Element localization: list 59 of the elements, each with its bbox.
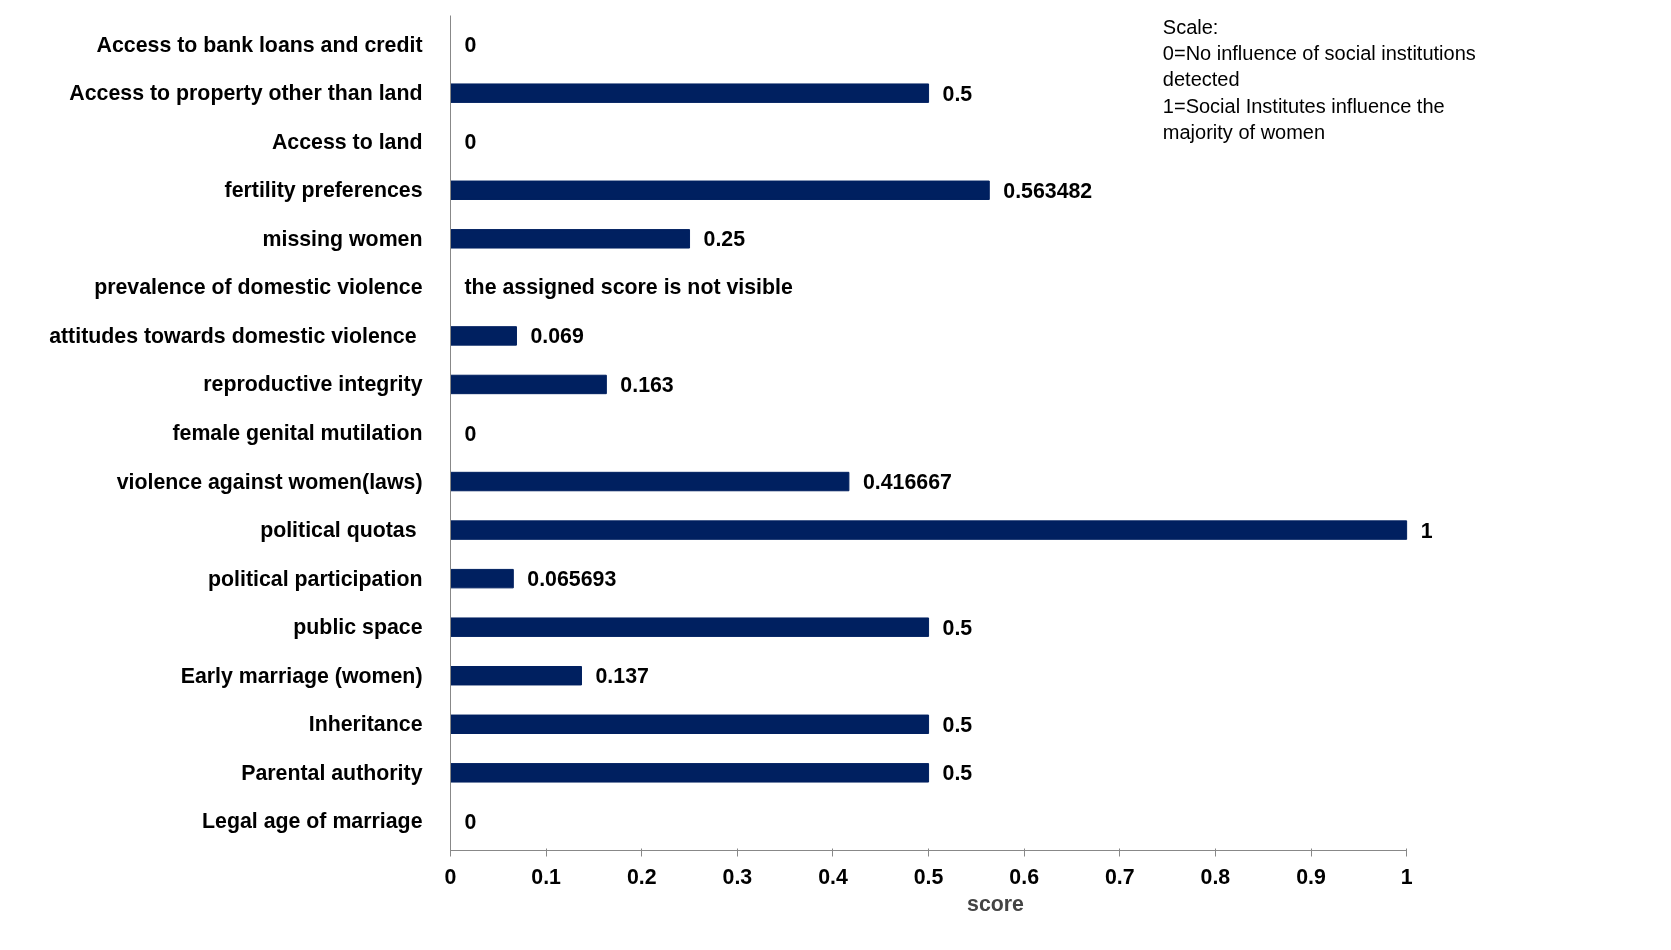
x-tick-label: 0.9 — [1296, 864, 1326, 889]
y-tick-label: public space — [293, 615, 423, 640]
bar — [450, 374, 607, 395]
y-tick-label: Legal age of marriage — [202, 809, 423, 834]
y-tick-label: reproductive integrity — [203, 372, 423, 397]
y-tick-label: political quotas — [260, 518, 417, 543]
x-tick-label: 0.8 — [1200, 864, 1231, 889]
data-label: 0 — [464, 809, 477, 834]
x-tick-label: 0.3 — [722, 864, 753, 889]
annotation: Scale: 0=No influence of social institutions detected 1=Social Institutes influence the majority of women — [1162, 15, 1476, 144]
y-tick-label: political participation — [208, 566, 423, 591]
y-tick-label: Parental authority — [241, 760, 423, 785]
y-tick-label: female genital mutilation — [172, 421, 423, 445]
bar — [450, 617, 930, 637]
data-label: 0.065693 — [527, 567, 617, 592]
y-tick-label: Access to bank loans and credit — [96, 32, 423, 57]
data-label: 0.5 — [942, 761, 973, 786]
x-tick-label: 0.1 — [531, 864, 562, 889]
bar — [450, 326, 517, 346]
data-label: 1 — [1420, 518, 1433, 543]
data-label: 0.5 — [942, 712, 973, 737]
text: the assigned score is not visible — [464, 275, 793, 300]
y-tick-label: Inheritance — [308, 712, 423, 737]
data-label: 0.563482 — [1003, 178, 1093, 203]
y-tick-label: Early marriage (women) — [180, 663, 423, 688]
y-tick-label: Access to land — [271, 129, 423, 154]
bar — [450, 666, 582, 686]
x-tick-label: 0.2 — [626, 864, 657, 889]
bar — [450, 83, 930, 103]
data-label: 0.25 — [703, 227, 746, 252]
x-axis-title: score — [967, 891, 1025, 916]
data-label: 0 — [464, 33, 477, 58]
bar — [450, 229, 691, 249]
bar — [450, 471, 850, 492]
y-tick-label: fertility preferences — [224, 178, 423, 203]
data-label: 0 — [464, 421, 477, 446]
y-tick-label: violence against women(laws) — [116, 469, 423, 494]
y-tick-label: Access to property other than land — [69, 81, 423, 106]
bar — [450, 568, 514, 589]
bar — [450, 520, 1408, 540]
x-tick-label: 1 — [1400, 864, 1413, 889]
y-tick-label: prevalence of domestic violence — [94, 275, 423, 300]
bar — [450, 714, 930, 734]
data-label: 0.5 — [942, 81, 973, 106]
data-label: 0.5 — [942, 615, 973, 640]
data-label: 0.163 — [620, 372, 674, 397]
data-label: 0.069 — [530, 324, 584, 349]
x-tick-label: 0.4 — [818, 864, 848, 889]
data-label: 0.137 — [595, 664, 649, 689]
bar — [450, 180, 990, 200]
x-tick-label: 0.5 — [913, 864, 944, 889]
x-tick-label: 0.7 — [1104, 864, 1135, 889]
x-tick-label: 0.6 — [1009, 864, 1040, 889]
x-tick-label: 0 — [444, 864, 457, 889]
data-label: 0 — [464, 130, 477, 155]
y-tick-label: attitudes towards domestic violence — [49, 323, 417, 348]
bar — [450, 763, 930, 783]
y-tick-label: missing women — [262, 226, 423, 251]
data-label: 0.416667 — [862, 470, 952, 495]
